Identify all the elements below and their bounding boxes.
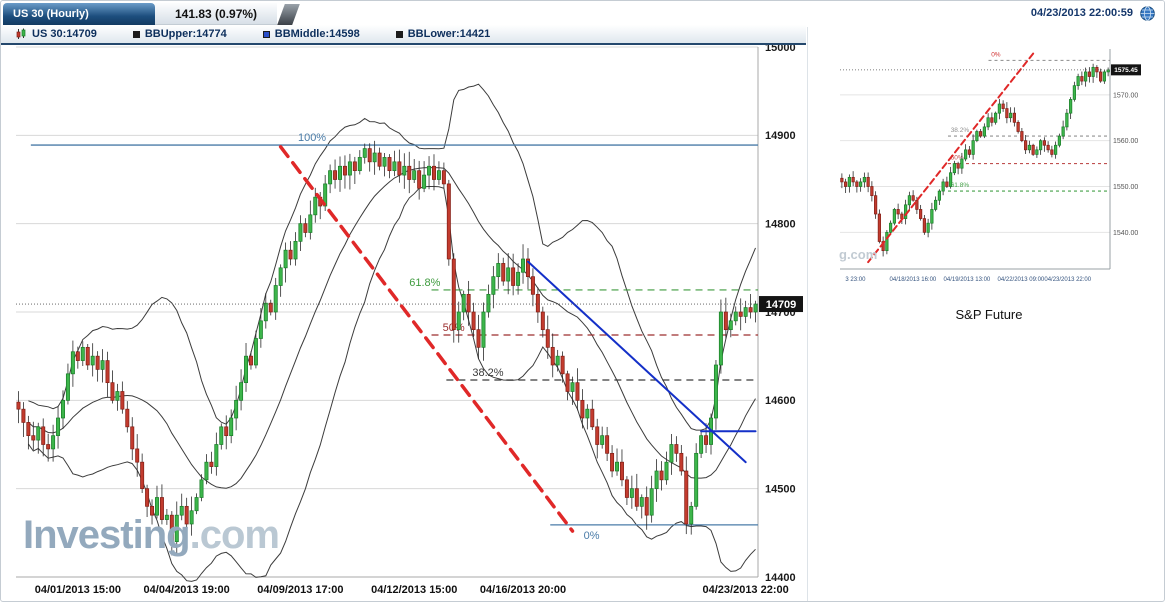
x-axis-label: 04/04/2013 19:00: [144, 584, 230, 596]
bollinger-band: [27, 186, 756, 582]
x-axis-label: 04/16/2013 20:00: [480, 584, 566, 596]
x-axis-label: 04/19/2013 13:00: [944, 277, 991, 283]
trendline: [278, 145, 575, 533]
x-axis-label: 04/01/2013 15:00: [35, 584, 121, 596]
legend-item-bblower[interactable]: BBLower:14421: [395, 28, 491, 40]
x-axis-label: 04/18/2013 16:00: [890, 277, 937, 283]
last-price-tag: [1111, 64, 1141, 76]
series-marker-icon: [132, 30, 140, 38]
y-axis-label: 14900: [765, 130, 796, 142]
panel-divider: [807, 27, 808, 601]
legend-label-bbmiddle: BBMiddle:14598: [274, 28, 360, 40]
fib-level-label: 0%: [991, 51, 1001, 58]
legend-item-bbupper[interactable]: BBUpper:14774: [132, 28, 227, 40]
price-change: 141.83 (0.97%): [155, 3, 278, 25]
globe-icon[interactable]: [1140, 5, 1155, 21]
legend-label-us30: US 30:14709: [32, 28, 97, 40]
legend-label-bbupper: BBUpper:14774: [144, 28, 227, 40]
fib-level-label: 38.2%: [472, 367, 503, 379]
fib-level-label: 50%: [951, 155, 964, 162]
y-axis-label: 14600: [765, 395, 796, 407]
y-axis-label: 15000: [765, 45, 796, 54]
x-axis-label: 3 23:00: [845, 277, 866, 283]
last-price-tag-label: 1575.45: [1114, 67, 1138, 74]
fib-level-label: 100%: [298, 132, 326, 144]
x-axis-label: 04/22/2013 09:00: [998, 277, 1045, 283]
x-axis-label: 04/12/2013 15:00: [371, 584, 457, 596]
chart-header-bar: US 30 (Hourly) 141.83 (0.97%) 04/23/2013…: [1, 1, 1164, 25]
chart-timestamp: 04/23/2013 22:00:59: [1030, 7, 1133, 19]
y-axis-label: 14500: [765, 484, 796, 496]
series-marker-icon: [262, 30, 270, 38]
main-price-chart[interactable]: 15000149001480014700146001450014400100%6…: [1, 45, 806, 601]
y-axis-label: 14400: [765, 572, 796, 584]
x-axis-label: 04/09/2013 17:00: [257, 584, 343, 596]
fib-level-label: 61.8%: [409, 277, 440, 289]
mini-chart-caption: S&P Future: [955, 307, 1023, 322]
instrument-tab-label: US 30 (Hourly): [13, 8, 89, 20]
x-axis-label: 04/23/2013 22:00: [1044, 277, 1091, 283]
tab-strip-endcap: [277, 4, 300, 25]
trendline: [867, 52, 1035, 264]
bollinger-band: [28, 83, 756, 431]
series-marker-icon: [395, 30, 403, 38]
last-price-tag: [759, 296, 803, 313]
candlestick-icon: [16, 28, 26, 39]
sp-future-chart[interactable]: 1570.00 1560.00 1550.00 1540.00 0% 38.2% 50% 61…: [836, 41, 1142, 293]
fib-level-label: 0%: [584, 530, 600, 542]
fib-level-label: 61.8%: [951, 182, 970, 189]
x-axis-label: 04/23/2013 22:00: [703, 584, 789, 596]
trendline: [526, 260, 747, 464]
y-axis-label: 1540.00: [1113, 230, 1138, 237]
y-axis-label: 14800: [765, 219, 796, 231]
fib-level-label: 38.2%: [951, 127, 970, 134]
instrument-tab[interactable]: US 30 (Hourly): [3, 3, 155, 25]
y-axis-label: 1550.00: [1113, 184, 1138, 191]
legend-item-bbmiddle[interactable]: BBMiddle:14598: [262, 28, 360, 40]
indicator-legend: US 30:14709 BBUpper:14774 BBMiddle:14598…: [1, 25, 806, 45]
legend-label-bblower: BBLower:14421: [407, 28, 491, 40]
bollinger-band: [28, 167, 756, 489]
price-change-text: 141.83 (0.97%): [175, 6, 258, 21]
legend-item-us30[interactable]: US 30:14709: [15, 28, 97, 40]
y-axis-label: 1570.00: [1113, 92, 1138, 99]
last-price-tag-label: 14709: [766, 299, 797, 311]
y-axis-label: 1560.00: [1113, 138, 1138, 145]
